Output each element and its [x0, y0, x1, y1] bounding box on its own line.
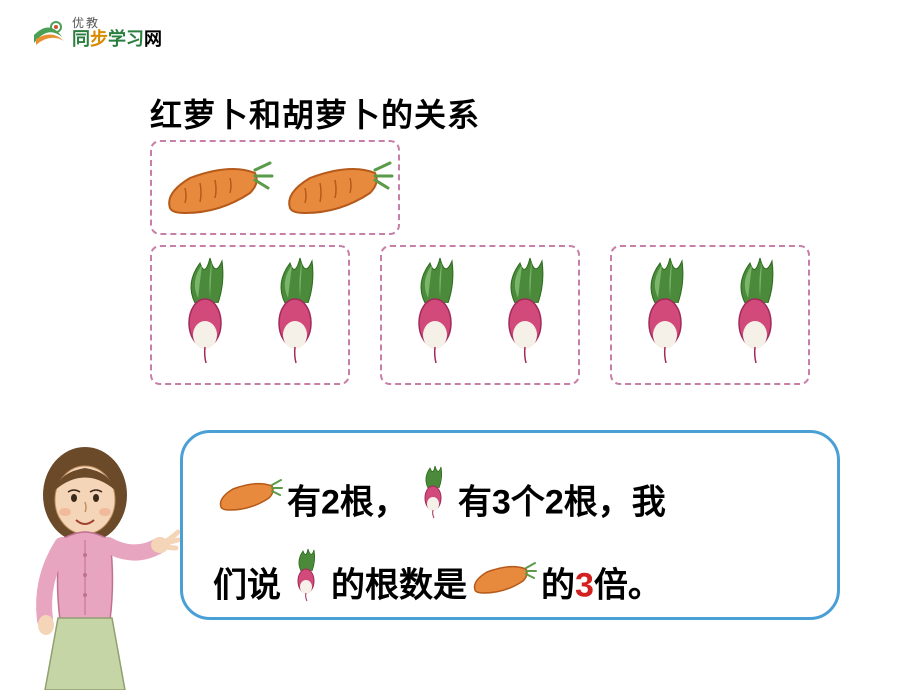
- radish-icon: [620, 253, 710, 373]
- radish-icon: [160, 253, 250, 373]
- radish-icon: [480, 253, 570, 373]
- logo-area: 优教 同步学习网: [30, 15, 162, 51]
- speech-text: 有2根，有3个2根，我 们说的根数是的3倍。: [213, 463, 807, 629]
- radish-group: [382, 247, 578, 383]
- carrot-icon: [155, 153, 275, 223]
- logo-icon: [30, 15, 66, 51]
- radish-group: [612, 247, 808, 383]
- carrot-small-icon: [469, 550, 539, 625]
- radish-small-icon: [410, 463, 456, 546]
- carrot-icon: [275, 153, 395, 223]
- radish-group: [152, 247, 348, 383]
- radish-small-icon: [283, 546, 329, 629]
- radish-icon: [710, 253, 800, 373]
- radish-box-3: [610, 245, 810, 385]
- woman-figure: [0, 440, 180, 690]
- radish-box-2: [380, 245, 580, 385]
- radish-box-1: [150, 245, 350, 385]
- carrot-box: [150, 140, 400, 235]
- page-title: 红萝卜和胡萝卜的关系: [150, 90, 480, 136]
- carrot-group: [152, 142, 398, 233]
- carrot-small-icon: [215, 467, 285, 542]
- speech-bubble: 有2根，有3个2根，我 们说的根数是的3倍。: [180, 430, 840, 620]
- logo-brand: 同步学习网: [72, 30, 162, 50]
- radish-icon: [390, 253, 480, 373]
- logo-text: 优教 同步学习网: [72, 17, 162, 50]
- radish-icon: [250, 253, 340, 373]
